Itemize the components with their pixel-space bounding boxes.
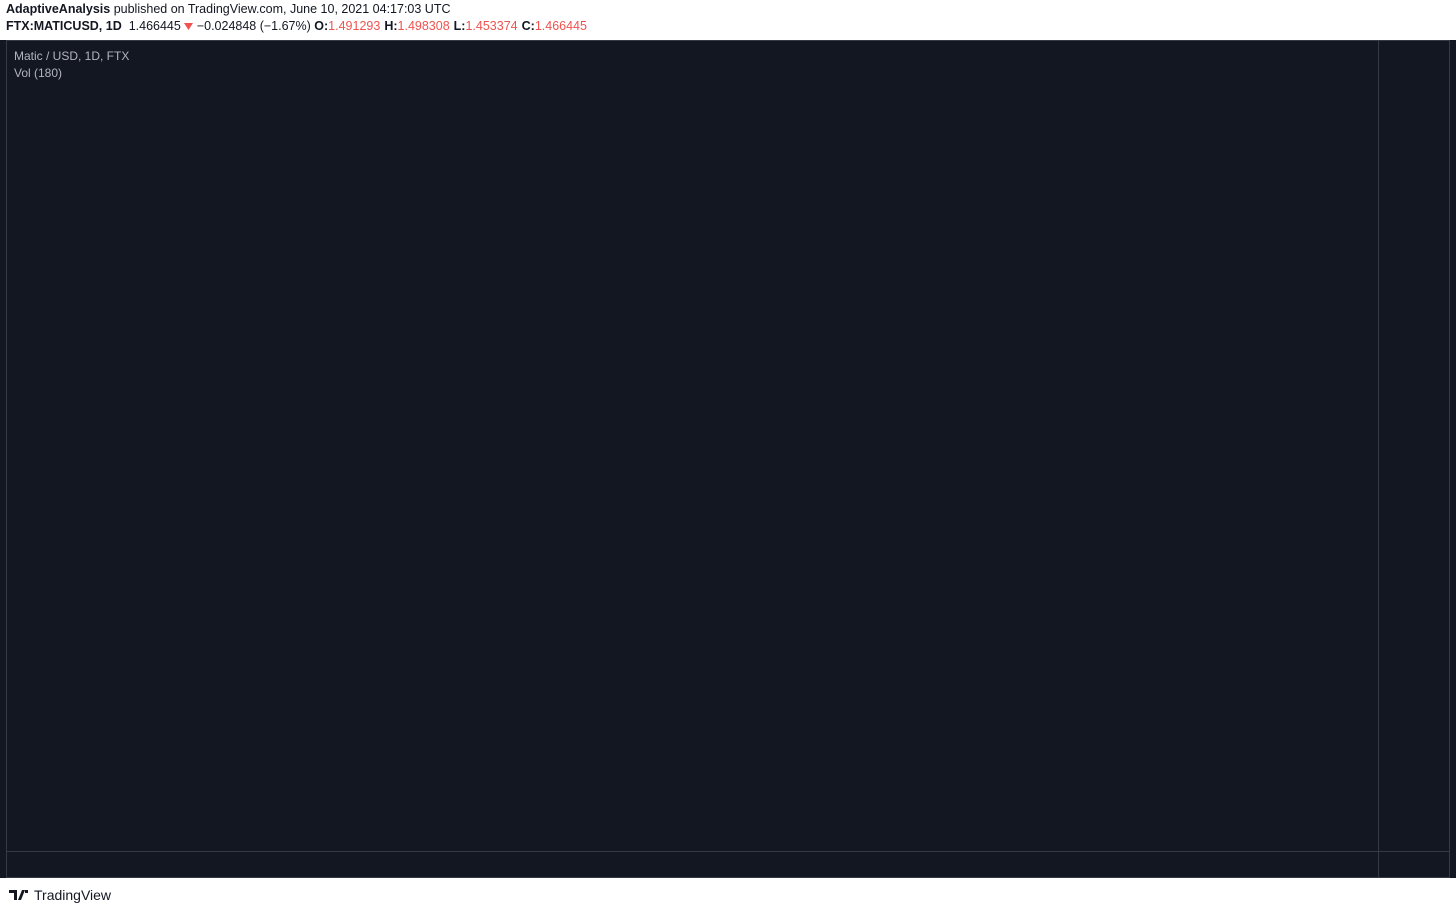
footer: TradingView <box>0 878 1456 912</box>
logo <box>9 890 28 900</box>
volume-label: Vol (180) <box>14 66 62 80</box>
chart-background <box>0 40 1456 878</box>
brand: TradingView <box>34 887 112 903</box>
ohlc-value: 1.453374 <box>465 19 518 33</box>
chart: Matic / USD, 1D, FTX Vol (180) <box>0 40 1456 878</box>
header-line-2: FTX:MATICUSD, 1D 1.466445 −0.024848 (−1.… <box>6 18 1450 35</box>
ohlc-value: 1.498308 <box>397 19 450 33</box>
ohlc: O:1.491293 H:1.498308 L:1.453374 C:1.466445 <box>314 19 591 33</box>
down-arrow <box>184 23 194 30</box>
author: AdaptiveAnalysis <box>6 2 111 16</box>
symbol: FTX:MATICUSD, 1D <box>6 19 122 33</box>
ohlc-label: H: <box>384 19 398 33</box>
ohlc-label: O: <box>314 19 329 33</box>
header-line-1: AdaptiveAnalysis published on TradingVie… <box>6 1 1450 18</box>
ohlc-value: 1.466445 <box>534 19 587 33</box>
ohlc-value: 1.491293 <box>328 19 381 33</box>
last-price: 1.466445 <box>128 19 181 33</box>
chart-border <box>6 40 1450 878</box>
header: AdaptiveAnalysis published on TradingVie… <box>0 0 1456 40</box>
change: −0.024848 (−1.67%) <box>196 19 311 33</box>
chart-title: Matic / USD, 1D, FTX <box>14 49 129 63</box>
published: published on TradingView.com, June 10, 2… <box>113 2 451 16</box>
ohlc-label: C: <box>521 19 535 33</box>
ohlc-label: L: <box>453 19 466 33</box>
